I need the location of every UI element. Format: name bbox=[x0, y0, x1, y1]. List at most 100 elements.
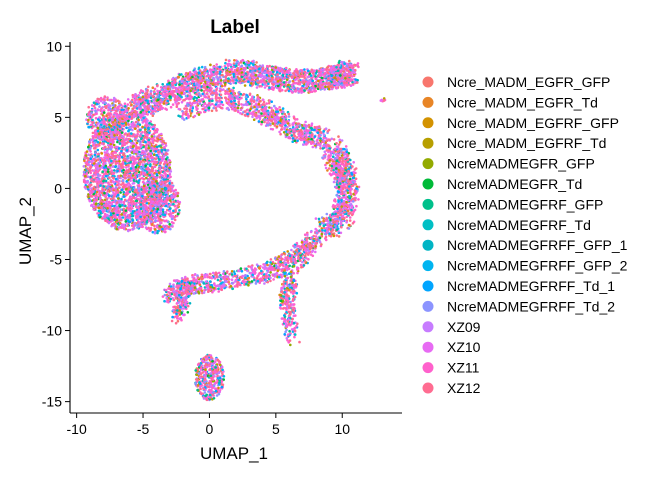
scatter-point bbox=[193, 70, 196, 74]
scatter-point bbox=[107, 209, 110, 212]
scatter-point bbox=[134, 120, 138, 124]
scatter-point bbox=[145, 186, 149, 190]
scatter-point bbox=[169, 227, 172, 231]
scatter-point bbox=[124, 170, 127, 174]
scatter-point bbox=[97, 206, 100, 210]
scatter-point bbox=[105, 193, 109, 196]
scatter-point bbox=[150, 123, 153, 126]
scatter-point bbox=[157, 171, 161, 174]
scatter-point bbox=[108, 176, 111, 180]
scatter-point bbox=[141, 130, 144, 134]
scatter-point bbox=[161, 195, 165, 198]
scatter-point bbox=[153, 187, 156, 191]
scatter-point bbox=[145, 220, 149, 224]
scatter-point bbox=[156, 140, 159, 143]
scatter-point bbox=[110, 128, 114, 131]
scatter-point bbox=[84, 174, 87, 178]
scatter-point bbox=[154, 161, 157, 165]
scatter-point bbox=[104, 102, 108, 105]
scatter-point bbox=[111, 121, 115, 124]
scatter-point bbox=[129, 161, 132, 164]
scatter-point bbox=[102, 185, 106, 188]
scatter-point bbox=[117, 174, 121, 178]
scatter-point bbox=[163, 211, 167, 214]
scatter-point bbox=[118, 155, 121, 158]
scatter-point bbox=[136, 226, 139, 229]
scatter-point bbox=[164, 174, 167, 177]
scatter-point bbox=[165, 200, 168, 203]
scatter-point bbox=[166, 149, 169, 152]
scatter-point bbox=[95, 112, 98, 116]
scatter-point bbox=[172, 200, 176, 203]
scatter-point bbox=[122, 207, 126, 211]
scatter-point bbox=[137, 179, 141, 182]
scatter-point bbox=[147, 146, 150, 150]
scatter-point bbox=[131, 134, 134, 138]
scatter-point bbox=[121, 160, 125, 164]
scatter-point bbox=[120, 155, 124, 159]
scatter-point bbox=[291, 79, 295, 83]
scatter-point bbox=[118, 216, 121, 220]
scatter-point bbox=[135, 191, 139, 194]
scatter-point bbox=[91, 131, 95, 135]
scatter-point bbox=[149, 211, 153, 215]
scatter-point bbox=[139, 224, 142, 228]
scatter-point bbox=[110, 135, 113, 139]
scatter-point bbox=[127, 133, 131, 136]
scatter-point bbox=[94, 187, 97, 191]
scatter-point bbox=[137, 220, 140, 223]
scatter-point bbox=[154, 150, 157, 153]
scatter-point bbox=[164, 167, 167, 170]
scatter-point bbox=[156, 84, 159, 87]
scatter-point bbox=[151, 166, 154, 169]
scatter-point bbox=[148, 181, 152, 184]
scatter-point bbox=[171, 185, 174, 189]
scatter-point bbox=[155, 153, 158, 157]
scatter-point bbox=[142, 171, 146, 175]
scatter-point bbox=[105, 158, 109, 162]
scatter-point bbox=[148, 173, 151, 177]
scatter-point bbox=[168, 209, 172, 213]
scatter-point bbox=[150, 137, 153, 141]
scatter-point bbox=[141, 169, 145, 172]
scatter-point bbox=[117, 186, 121, 190]
scatter-point bbox=[109, 213, 113, 217]
scatter-point bbox=[131, 176, 134, 180]
scatter-point bbox=[92, 205, 96, 208]
scatter-point bbox=[139, 145, 142, 149]
scatter-point bbox=[158, 158, 161, 161]
scatter-point bbox=[124, 121, 128, 125]
scatter-point bbox=[98, 105, 101, 108]
scatter-point bbox=[90, 179, 93, 183]
scatter-point bbox=[154, 157, 158, 161]
scatter-point bbox=[128, 214, 132, 217]
scatter-point bbox=[162, 178, 166, 181]
scatter-point bbox=[152, 213, 156, 217]
scatter-point bbox=[123, 198, 127, 202]
scatter-point bbox=[172, 202, 175, 206]
scatter-point bbox=[137, 146, 140, 149]
scatter-point bbox=[158, 191, 161, 194]
scatter-point bbox=[158, 167, 161, 170]
scatter-point bbox=[111, 176, 115, 180]
scatter-point bbox=[106, 206, 109, 210]
scatter-point bbox=[161, 142, 165, 146]
scatter-point bbox=[152, 177, 155, 181]
scatter-point bbox=[166, 174, 170, 178]
scatter-point bbox=[88, 140, 91, 143]
scatter-point bbox=[250, 82, 253, 85]
scatter-point bbox=[114, 122, 117, 126]
scatter-point bbox=[150, 169, 153, 173]
scatter-point bbox=[100, 142, 104, 145]
scatter-point bbox=[144, 140, 147, 144]
scatter-point bbox=[123, 157, 126, 160]
scatter-point bbox=[148, 121, 151, 125]
scatter-point bbox=[138, 209, 141, 213]
scatter-point bbox=[115, 183, 119, 187]
scatter-point bbox=[89, 113, 92, 116]
scatter-point bbox=[235, 61, 239, 64]
scatter-point bbox=[107, 156, 110, 159]
scatter-point bbox=[303, 70, 306, 74]
scatter-point bbox=[271, 72, 275, 76]
scatter-point bbox=[102, 136, 105, 139]
